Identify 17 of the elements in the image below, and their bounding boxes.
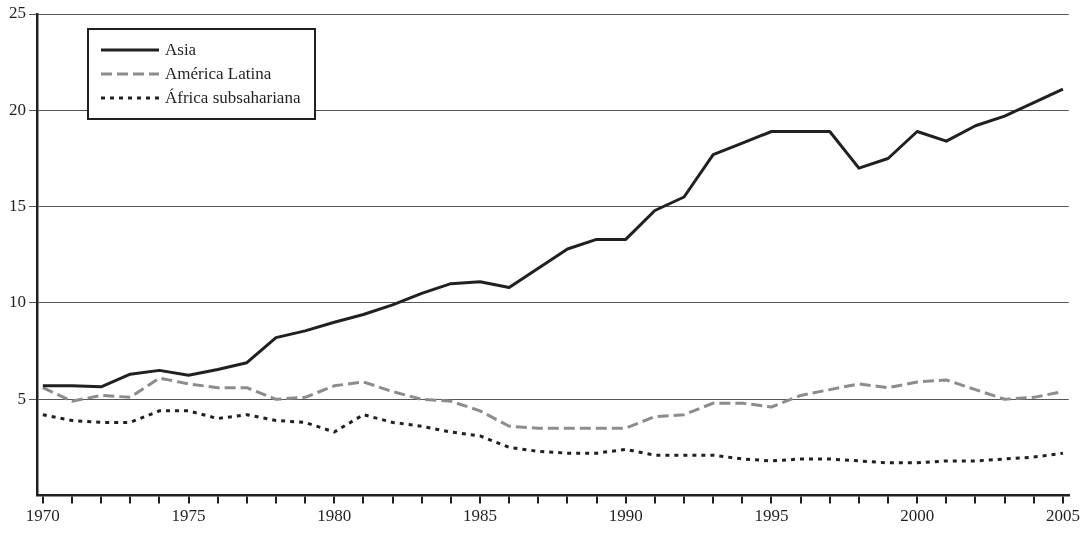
- line-series: [41, 409, 1065, 465]
- y-tick-label: 20: [9, 99, 26, 119]
- y-tick-label: 25: [9, 3, 26, 23]
- x-tick-label: 1985: [463, 506, 498, 526]
- y-tick-label: 5: [17, 388, 26, 408]
- legend-label: África subsahariana: [165, 88, 301, 108]
- legend-label: Asia: [165, 40, 197, 60]
- x-tick-label: 1980: [317, 506, 352, 526]
- x-tick-label: 2005: [1045, 506, 1080, 526]
- x-tick-label: 1990: [608, 506, 643, 526]
- x-tick-label: 2000: [900, 506, 935, 526]
- x-tick-label: 1970: [25, 506, 60, 526]
- x-tick-label: 1995: [754, 506, 789, 526]
- legend-label: América Latina: [165, 64, 272, 84]
- y-tick-label: 15: [9, 196, 26, 216]
- y-tick-label: 10: [9, 292, 26, 312]
- x-tick-label: 1975: [171, 506, 206, 526]
